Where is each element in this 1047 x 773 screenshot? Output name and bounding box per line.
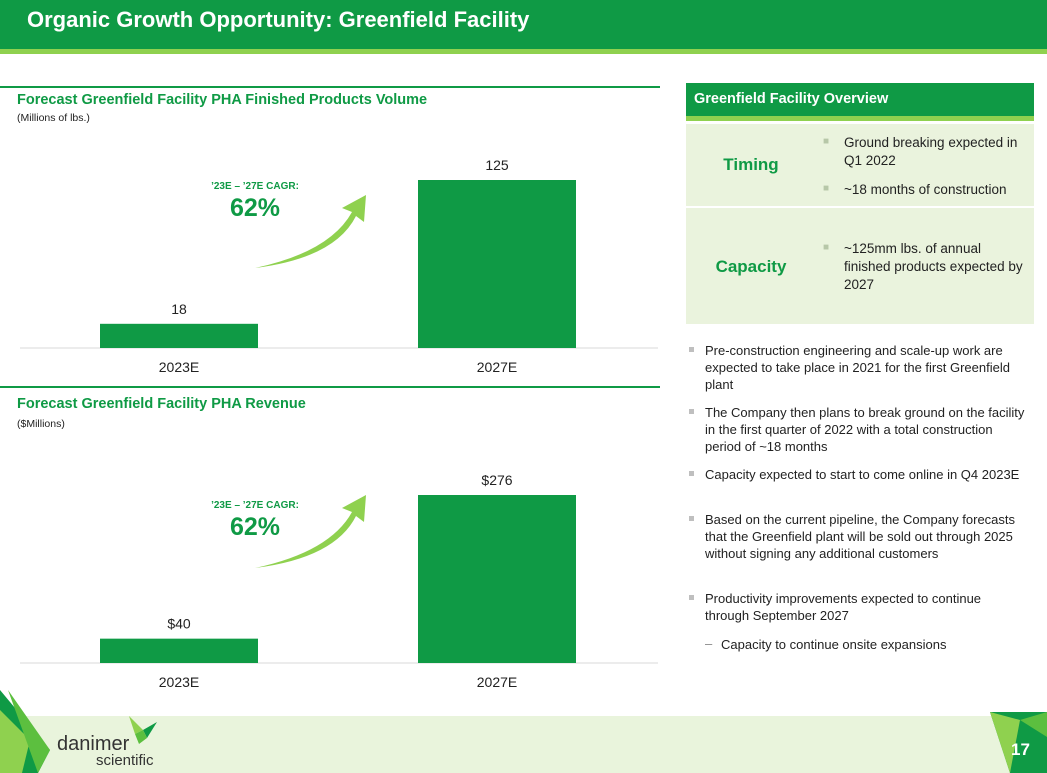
revenue-bar-chart: $40 2023E $276 2027E bbox=[20, 472, 658, 690]
bullet-item: Productivity improvements expected to co… bbox=[705, 591, 982, 623]
logo-leaf-icon bbox=[129, 716, 157, 744]
revenue-chart-title: Forecast Greenfield Facility PHA Revenue bbox=[17, 396, 306, 412]
timing-label: Timing bbox=[723, 155, 779, 174]
bar-value-label: 125 bbox=[485, 157, 509, 173]
volume-chart-title: Forecast Greenfield Facility PHA Finishe… bbox=[17, 92, 428, 108]
chart-divider bbox=[0, 86, 660, 88]
corner-leaf-right-icon bbox=[990, 712, 1047, 773]
bullet-icon: ■ bbox=[823, 183, 830, 194]
volume-chart-subtitle: (Millions of lbs.) bbox=[17, 112, 90, 124]
overview-divider bbox=[686, 206, 1034, 208]
revenue-chart-subtitle: ($Millions) bbox=[17, 418, 65, 430]
category-tick-label: 2027E bbox=[477, 359, 517, 375]
bullet-item: The Company then plans to break ground o… bbox=[705, 405, 1025, 454]
title-bar bbox=[0, 0, 1047, 49]
chart-bar bbox=[418, 495, 576, 663]
chart-bar bbox=[100, 323, 258, 348]
bullet-icon: ■ bbox=[823, 136, 830, 147]
chart-bar bbox=[100, 638, 258, 663]
volume-cagr-label: ’23E – ’27E CAGR: bbox=[211, 181, 299, 192]
capacity-label: Capacity bbox=[715, 257, 787, 276]
timing-box bbox=[686, 124, 1034, 206]
category-tick-label: 2023E bbox=[159, 359, 199, 375]
bar-value-label: $276 bbox=[481, 472, 512, 488]
logo-wordmark: danimer bbox=[57, 733, 130, 755]
timing-item: Ground breaking expected in Q1 2022 bbox=[844, 135, 1018, 168]
overview-header-stripe bbox=[686, 116, 1034, 121]
dash-icon: – bbox=[705, 636, 713, 651]
chart-bar bbox=[418, 180, 576, 348]
page-number: 17 bbox=[1011, 740, 1030, 759]
bullet-icon bbox=[689, 471, 694, 476]
timing-item: ~18 months of construction bbox=[844, 182, 1007, 197]
revenue-cagr-value: 62% bbox=[229, 513, 281, 541]
bullet-icon: ■ bbox=[823, 242, 830, 253]
title-bar-stripe bbox=[0, 49, 1047, 54]
logo-wordmark-sub: scientific bbox=[96, 752, 154, 769]
chart-divider bbox=[0, 386, 660, 388]
overview-header bbox=[686, 83, 1034, 116]
revenue-cagr-label: ’23E – ’27E CAGR: bbox=[211, 500, 299, 511]
volume-cagr-value: 62% bbox=[229, 194, 281, 222]
footer-bar bbox=[0, 716, 1047, 773]
bullet-icon bbox=[689, 516, 694, 521]
growth-arrow-icon bbox=[255, 495, 366, 568]
category-tick-label: 2023E bbox=[159, 674, 199, 690]
growth-arrow-icon bbox=[255, 195, 366, 268]
category-tick-label: 2027E bbox=[477, 674, 517, 690]
bullet-icon bbox=[689, 595, 694, 600]
sub-bullet-item: Capacity to continue onsite expansions bbox=[721, 637, 947, 652]
bar-value-label: 18 bbox=[171, 301, 187, 317]
bar-value-label: $40 bbox=[167, 616, 191, 632]
bullet-icon bbox=[689, 347, 694, 352]
bullet-item: Pre-construction engineering and scale-u… bbox=[705, 343, 1010, 392]
bullet-item: Capacity expected to start to come onlin… bbox=[705, 467, 1020, 482]
overview-title: Greenfield Facility Overview bbox=[694, 91, 889, 107]
bullet-item: Based on the current pipeline, the Compa… bbox=[705, 512, 1016, 561]
capacity-item: ~125mm lbs. of annual finished products … bbox=[844, 241, 1023, 292]
bullet-icon bbox=[689, 409, 694, 414]
volume-bar-chart: 18 2023E 125 2027E bbox=[20, 157, 658, 375]
page-title: Organic Growth Opportunity: Greenfield F… bbox=[27, 7, 530, 32]
corner-leaf-left-icon bbox=[0, 690, 50, 773]
capacity-box bbox=[686, 208, 1034, 324]
